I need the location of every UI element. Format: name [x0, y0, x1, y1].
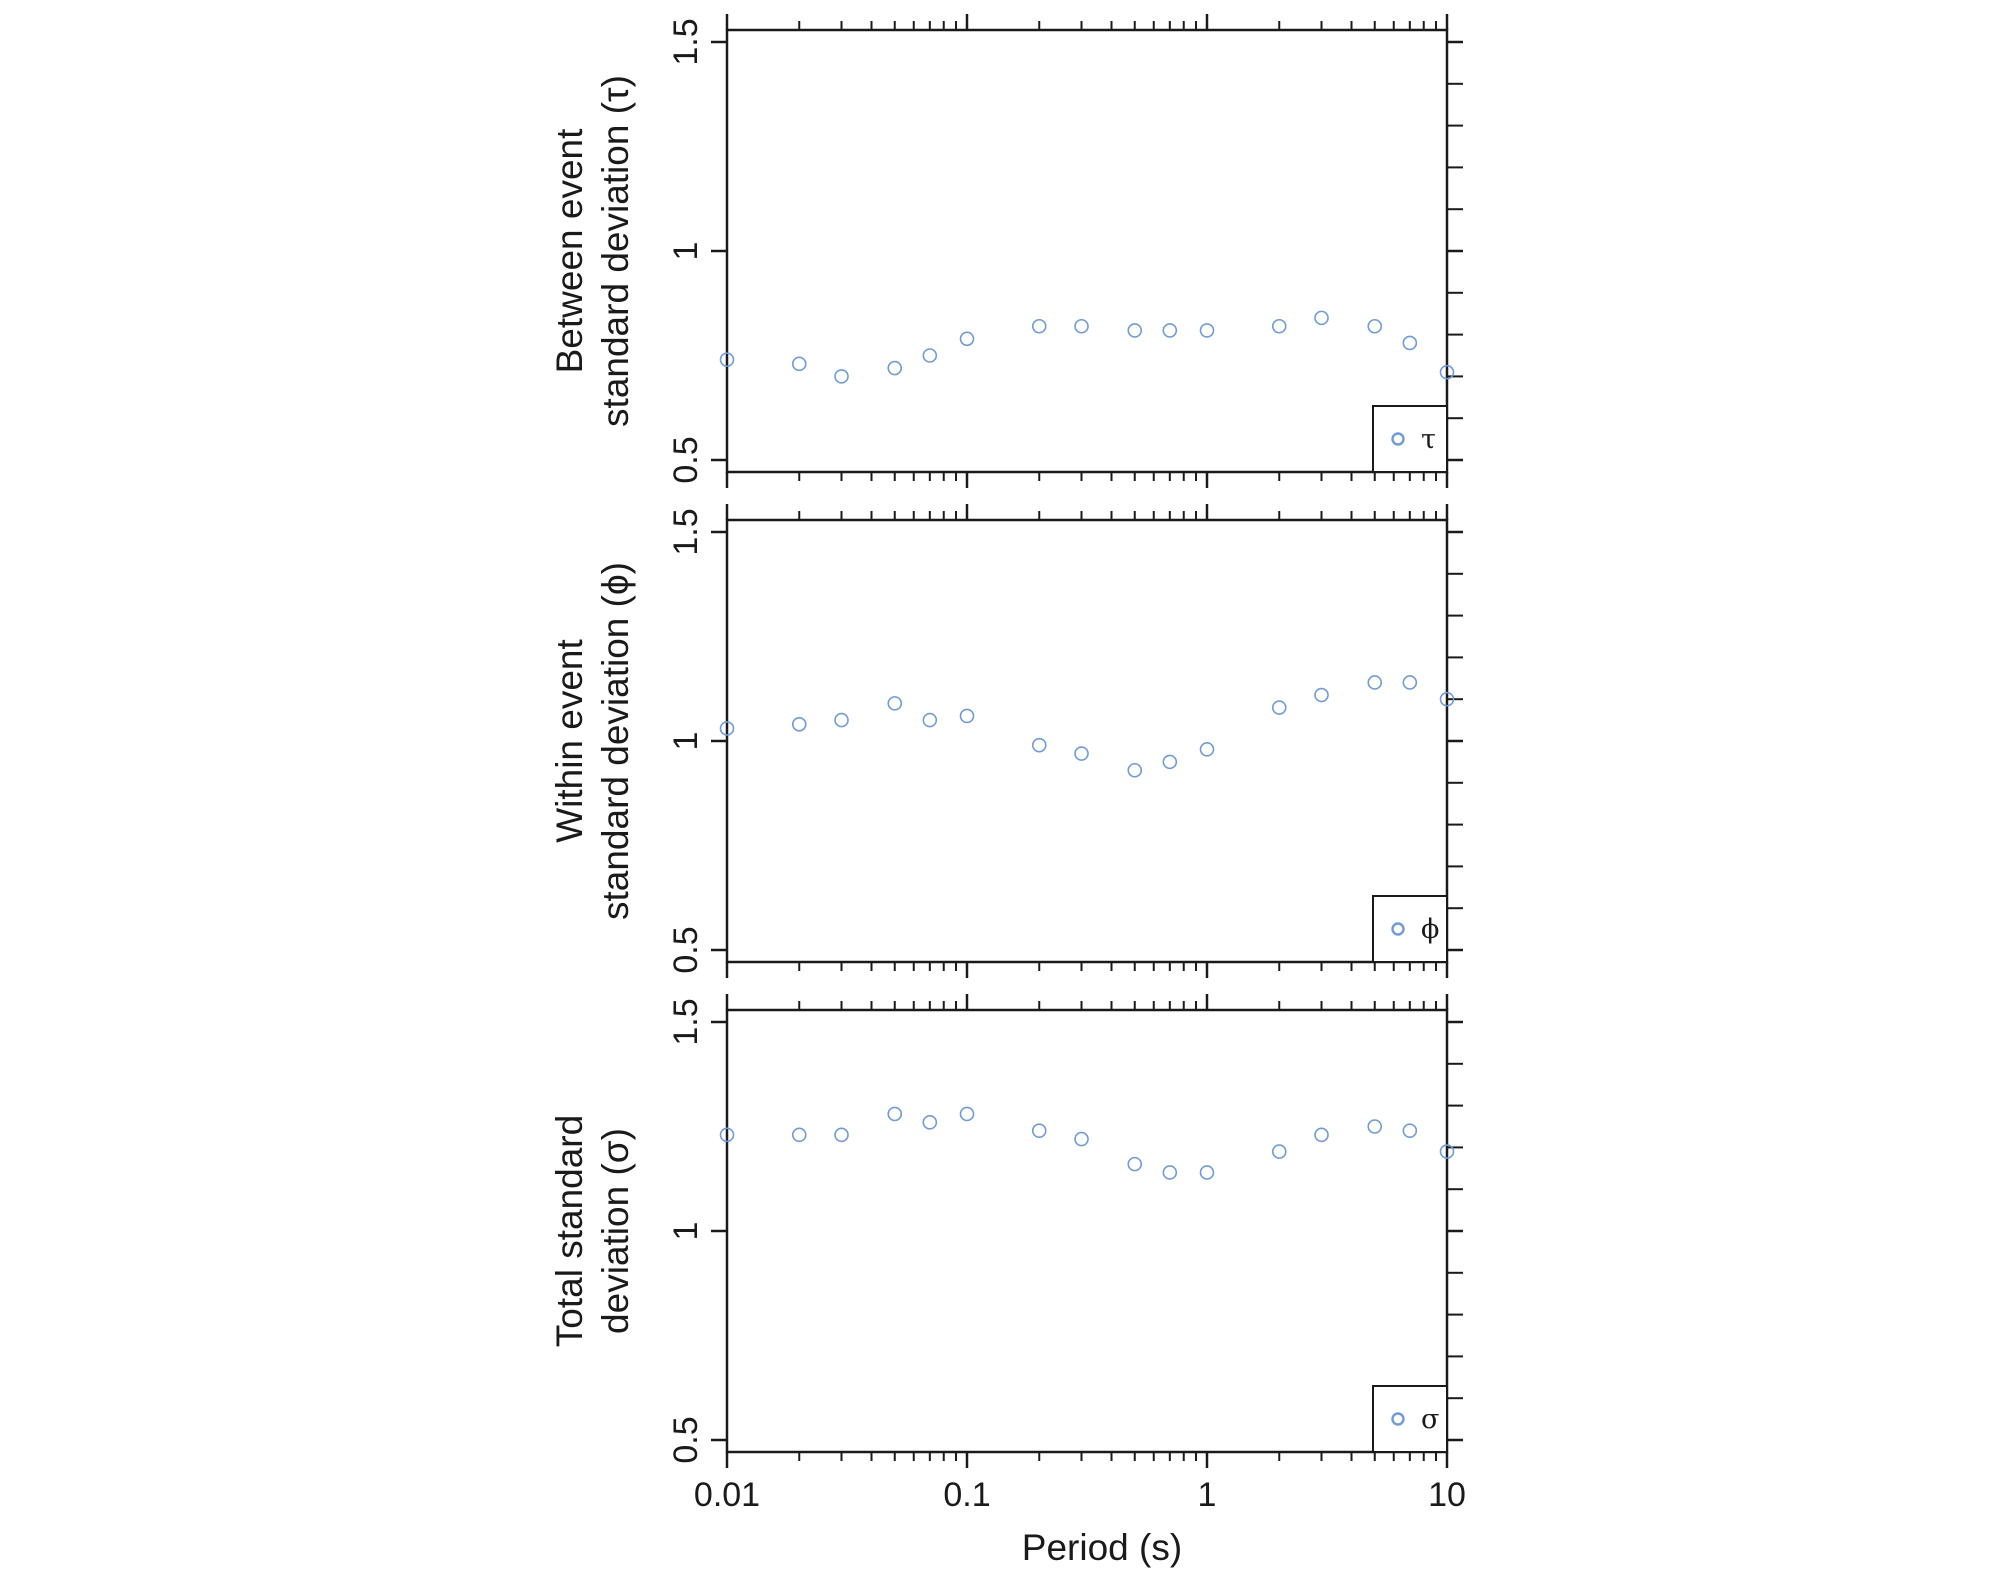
plot-frame [725, 518, 1449, 964]
plot-frame [725, 28, 1449, 474]
y-tick-label: 1.5 [667, 998, 705, 1045]
panel-1: 0.5 1 1.5 Between event standard deviation (… [549, 14, 1463, 488]
legend-marker [1391, 1412, 1405, 1426]
data-point [922, 712, 938, 728]
data-point [1402, 1123, 1418, 1138]
data-point [1127, 323, 1143, 338]
data-point [1367, 318, 1383, 334]
data-point [834, 712, 849, 728]
legend-label: τ [1421, 424, 1436, 455]
data-point [1031, 1123, 1047, 1138]
data-point [1162, 323, 1178, 338]
data-point [1199, 1165, 1215, 1180]
legend-frame [1372, 895, 1448, 963]
data-point [1314, 310, 1329, 326]
data-point [1271, 700, 1287, 715]
data-point [1031, 318, 1047, 334]
x-tick-labels: 0.01 0.1 1 10 [694, 1476, 1466, 1514]
y-axis-title-line: Between event [549, 128, 590, 374]
panel-2: 0.5 1 1.5 Within event standard deviation (ϕ… [549, 504, 1463, 978]
y-tick-label: 1 [667, 242, 705, 261]
legend: ϕ [1372, 895, 1448, 963]
data-point [719, 352, 735, 367]
data-point [1402, 335, 1418, 351]
data-point [1271, 1144, 1287, 1159]
data-point [1199, 323, 1215, 338]
legend-frame [1372, 405, 1448, 473]
data-point [922, 348, 938, 363]
legend-marker [1391, 432, 1405, 446]
y-axis-title-line: Total standard [549, 1115, 590, 1347]
data-point [1162, 1165, 1178, 1180]
x-tick-label: 10 [1428, 1476, 1466, 1514]
data-point [1074, 746, 1089, 761]
data-point [1199, 742, 1215, 757]
data-point [887, 1106, 903, 1122]
data-point [887, 360, 903, 376]
data-point [1074, 318, 1089, 334]
data-point [1367, 1119, 1383, 1134]
y-axis-title: Total standard deviation (σ) [549, 1115, 636, 1347]
legend-frame [1372, 1385, 1448, 1453]
x-tick-label: 1 [1198, 1476, 1217, 1514]
legend-label: ϕ [1421, 914, 1439, 945]
y-axis-title-line: standard deviation (ϕ) [595, 562, 636, 920]
y-axis-title-line: Within event [549, 638, 590, 842]
x-tick-label: 0.01 [694, 1476, 760, 1514]
legend-marker [1391, 922, 1405, 936]
data-point [1439, 364, 1455, 380]
data-point [1074, 1131, 1089, 1147]
data-point [834, 369, 849, 384]
data-point [1127, 1156, 1143, 1172]
data-point [1402, 675, 1418, 690]
data-point [791, 1127, 807, 1143]
data-point [791, 356, 807, 372]
data-point [959, 708, 975, 724]
y-tick-label: 1.5 [667, 508, 705, 555]
data-point [834, 1127, 849, 1143]
y-tick-label: 1.5 [667, 18, 705, 65]
y-axis-title: Within event standard deviation (ϕ) [549, 562, 636, 920]
data-point [922, 1115, 938, 1130]
legend: τ [1372, 405, 1448, 473]
data-point [1127, 762, 1143, 778]
legend: σ [1372, 1385, 1448, 1453]
data-point [1439, 1144, 1455, 1159]
y-tick-label: 0.5 [667, 926, 705, 973]
y-axis-title-line: deviation (σ) [595, 1128, 636, 1334]
x-tick-label: 0.1 [943, 1476, 990, 1514]
data-point [959, 331, 975, 347]
y-axis-title-line: standard deviation (τ) [595, 75, 636, 427]
data-point [1162, 754, 1178, 770]
x-axis-title: Period (s) [1022, 1527, 1182, 1568]
data-point [1314, 1127, 1329, 1143]
y-tick-label: 1 [667, 732, 705, 751]
data-point [791, 716, 807, 732]
legend-label: σ [1421, 1404, 1439, 1435]
y-axis-title: Between event standard deviation (τ) [549, 75, 636, 427]
panel-3: 0.5 1 1.5 Total standard deviation (σ) σ [549, 994, 1463, 1468]
data-point [1439, 691, 1455, 707]
y-tick-label: 0.5 [667, 1416, 705, 1463]
data-point [1031, 737, 1047, 753]
y-tick-label: 0.5 [667, 436, 705, 483]
data-point [719, 721, 735, 736]
data-point [719, 1127, 735, 1143]
data-point [887, 696, 903, 711]
plot-frame [725, 1008, 1449, 1454]
y-tick-label: 1 [667, 1222, 705, 1241]
data-point [1271, 318, 1287, 334]
data-point [1367, 675, 1383, 690]
data-point [1314, 687, 1329, 703]
data-point [959, 1106, 975, 1122]
